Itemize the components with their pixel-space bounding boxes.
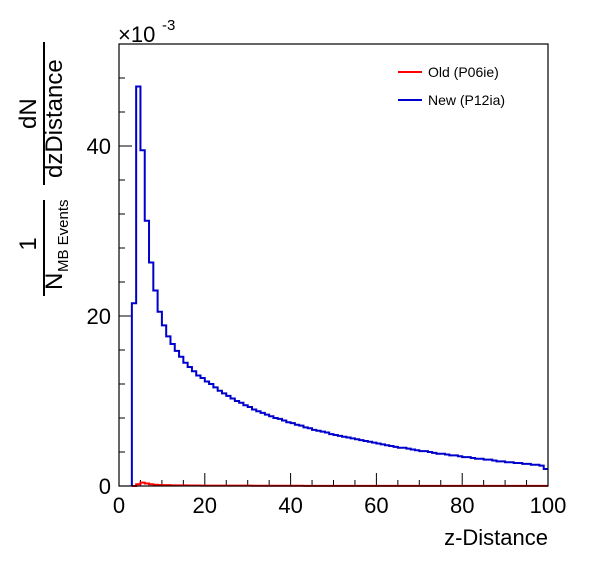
legend-label-old: Old (P06ie) bbox=[428, 64, 499, 80]
legend: Old (P06ie) New (P12ia) bbox=[398, 64, 505, 108]
series-layer bbox=[130, 85, 548, 487]
y-tick-label: 0 bbox=[99, 474, 111, 499]
axis-ticks: 0 20 40 60 80 100 0 20 40 bbox=[87, 77, 567, 518]
series-line-new bbox=[130, 85, 548, 486]
x-tick-label: 60 bbox=[364, 493, 388, 518]
y-label-denominator-main: N bbox=[41, 273, 68, 290]
y-label-numerator: 1 bbox=[15, 237, 42, 250]
y-tick-label: 20 bbox=[87, 304, 111, 329]
y-axis-title: 1 N MB Events dN dzDistance bbox=[15, 42, 72, 296]
x-tick-label: 0 bbox=[113, 493, 125, 518]
y-label-fraction-denominator: dzDistance bbox=[41, 59, 68, 178]
x-tick-label: 20 bbox=[193, 493, 217, 518]
y-label-denominator-sub: MB Events bbox=[55, 199, 72, 272]
y-label-fraction-numerator: dN bbox=[15, 98, 42, 129]
y-multiplier-base: ×10 bbox=[118, 22, 155, 47]
y-tick-label: 40 bbox=[87, 134, 111, 159]
legend-label-new: New (P12ia) bbox=[428, 92, 505, 108]
x-tick-label: 100 bbox=[530, 493, 567, 518]
x-tick-label: 80 bbox=[450, 493, 474, 518]
y-multiplier-exponent: -3 bbox=[162, 17, 175, 34]
plot-frame bbox=[118, 43, 549, 487]
y-multiplier: ×10 -3 bbox=[118, 17, 175, 47]
x-tick-label: 40 bbox=[278, 493, 302, 518]
x-axis-title: z-Distance bbox=[444, 525, 548, 550]
